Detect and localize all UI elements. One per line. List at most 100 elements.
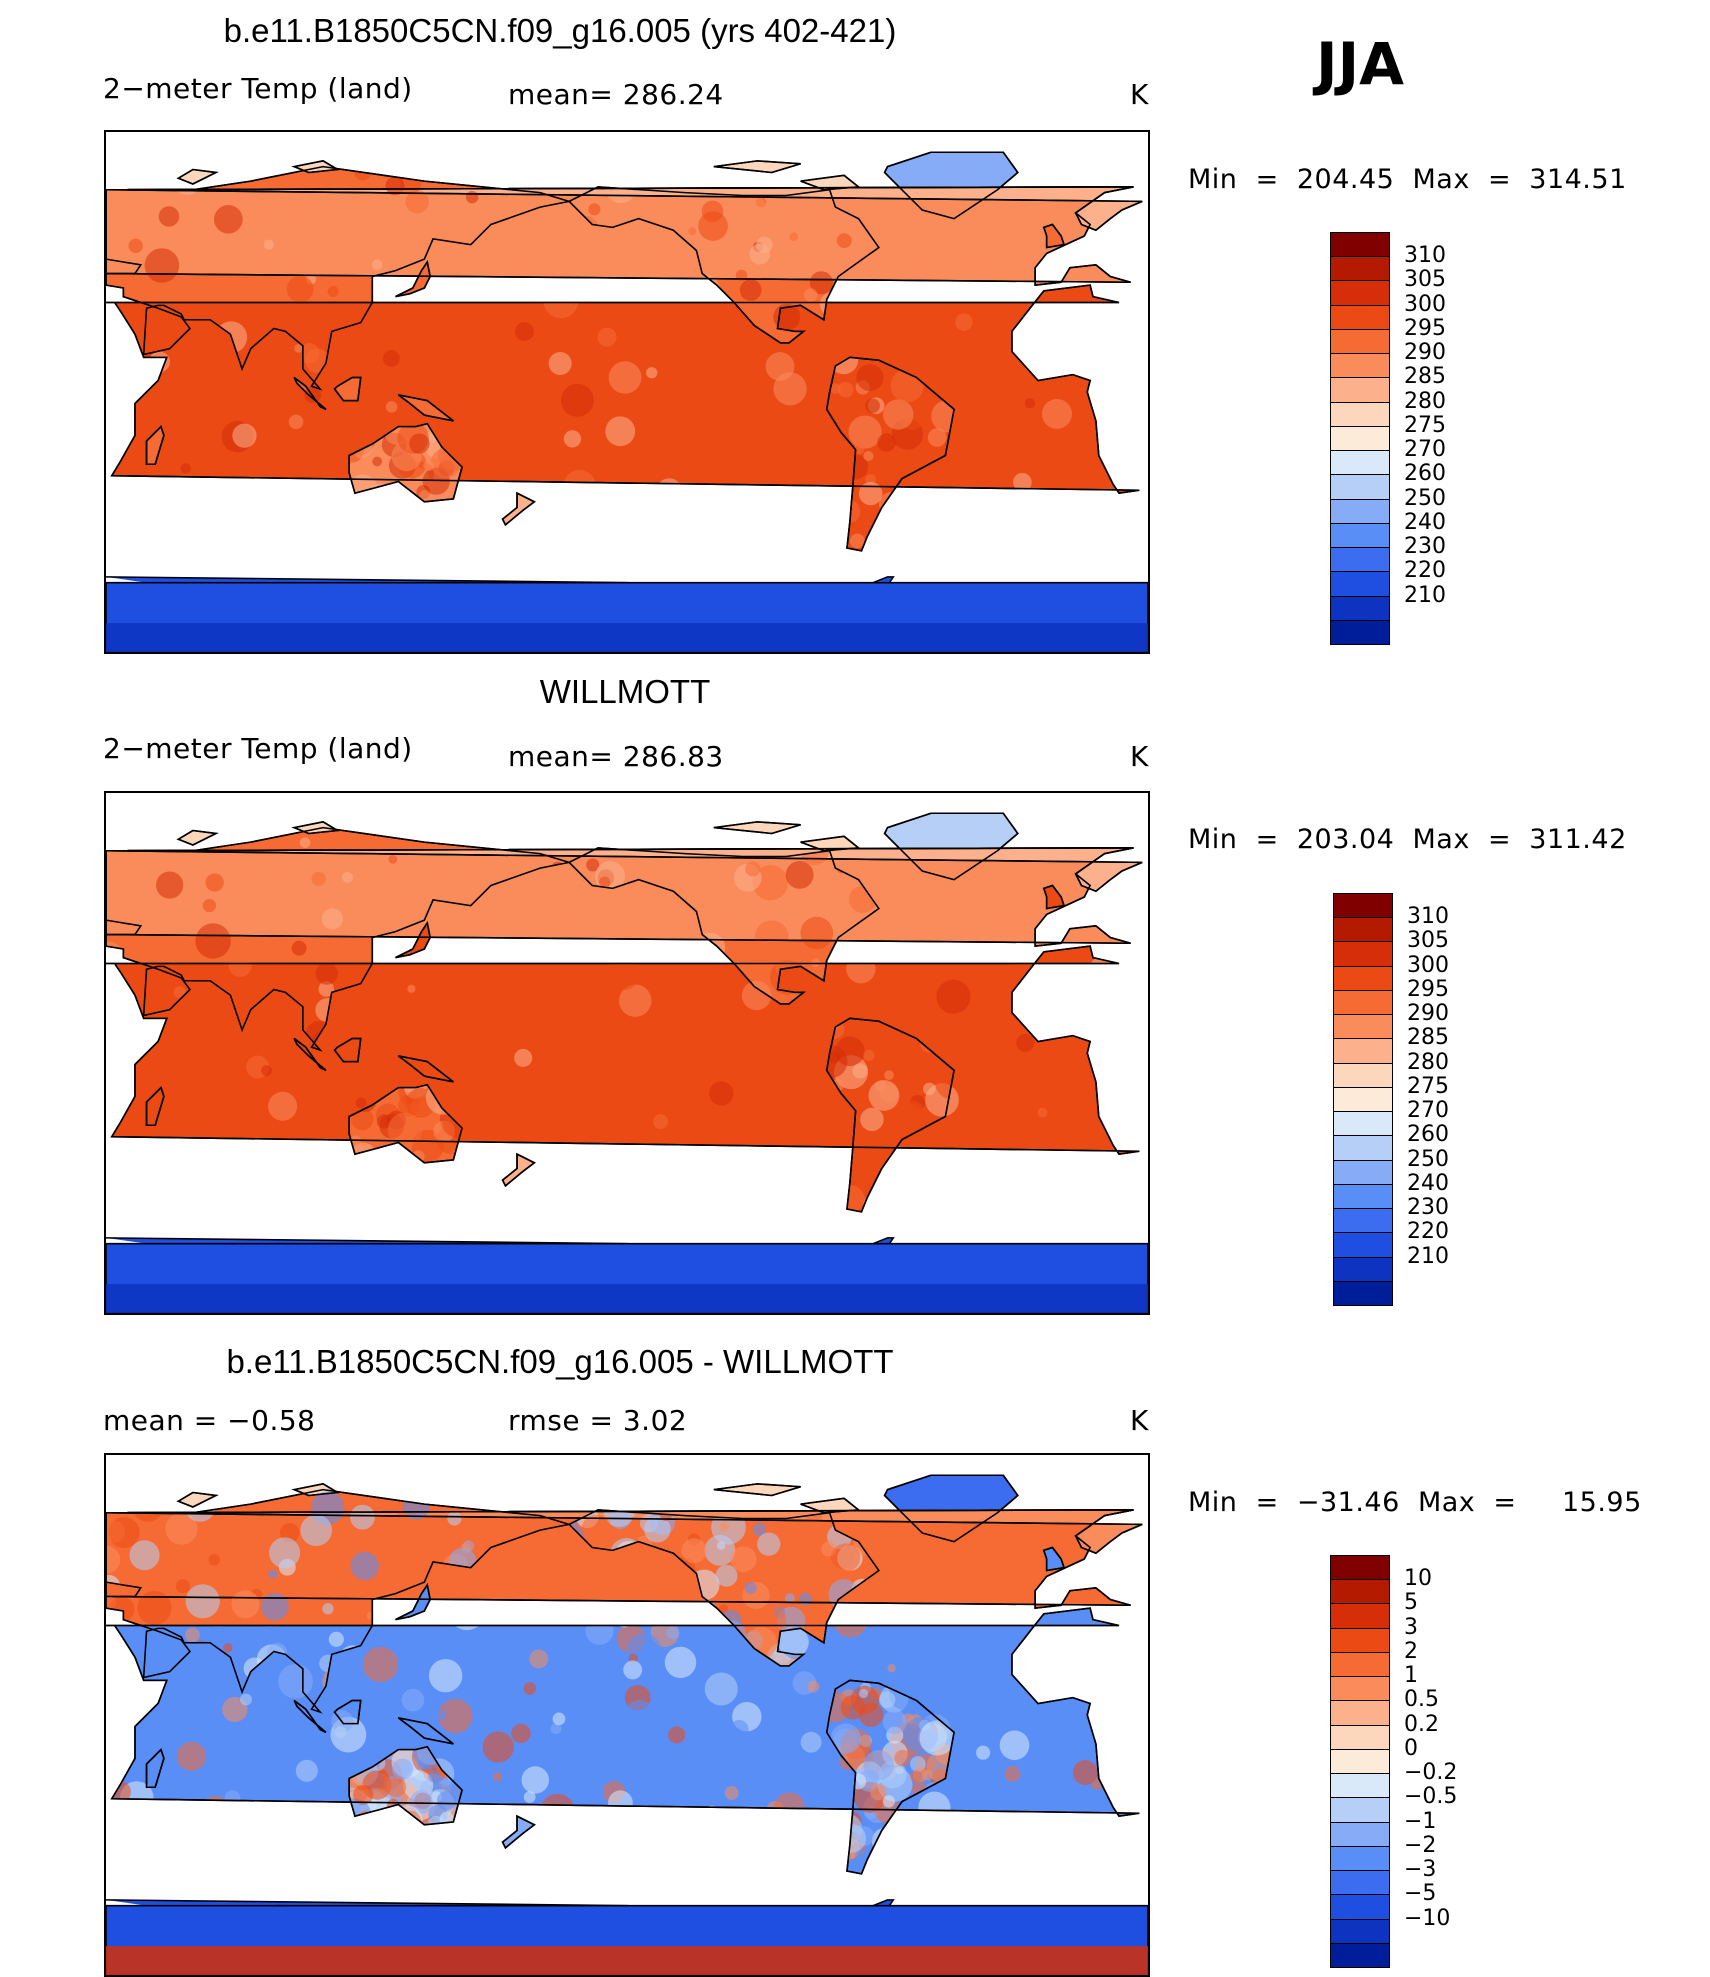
field-blotch [231,1590,260,1619]
field-blotch [334,1726,347,1739]
field-blotch [878,1691,896,1708]
field-blotch [877,433,896,452]
field-blotch [267,1569,278,1579]
colorbar-swatch [1333,1232,1393,1258]
colorbar-swatch [1330,1603,1390,1629]
coastline [348,422,463,503]
colorbar-level-label: 285 [1404,364,1446,390]
coastline [106,284,1140,494]
coastline [567,186,880,344]
field-blotch [999,1730,1030,1761]
colorbar-level-label: 275 [1407,1073,1449,1099]
field-blotch [407,984,416,993]
colorbar-level-label: 300 [1407,952,1449,978]
field-blotch [353,234,366,247]
coastline [713,821,801,835]
colorbar-swatch [1333,917,1393,943]
field-blotch [550,1723,562,1735]
field-blotch [597,327,617,347]
field-blotch [374,1814,393,1825]
field-blotch [397,1811,410,1824]
field-blotch [785,860,814,889]
field-blotch [355,1097,367,1109]
field-blotch [865,474,876,485]
field-blotch [185,1086,215,1115]
field-blotch [106,1641,127,1676]
coastline [145,1086,165,1127]
colorbar-swatch [1330,522,1390,549]
field-blotch [510,1489,526,1505]
field-blotch [646,367,658,379]
field-blotch [268,1091,298,1121]
field-blotch [106,187,132,215]
field-blotch [239,1693,252,1706]
field-blotch [803,288,818,302]
coastline [883,812,1019,881]
panel-2-variable-label: 2−meter Temp (land) [103,732,413,765]
field-blotch [859,1688,869,1699]
colorbar-level-label: −0.5 [1404,1784,1458,1810]
colorbar-swatch [1333,1086,1393,1113]
field-blotch [436,1791,457,1811]
colorbar-swatch [1333,941,1393,967]
colorbar-level-label: 250 [1407,1146,1449,1172]
field-blotch [887,1663,896,1673]
colorbar-swatch [1333,893,1393,919]
field-blotch [826,1154,850,1181]
panel-3-mean-label: mean = −0.58 [103,1404,316,1437]
field-blotch [846,953,876,984]
field-blotch [889,1036,912,1058]
field-blotch [522,1489,549,1514]
field-blotch [365,488,384,502]
colorbar-swatch [1333,1183,1393,1210]
field-blotch [386,1777,407,1797]
field-blotch [438,1698,473,1734]
field-blotch [920,1828,949,1857]
field-blotch [835,282,854,301]
antarctica-interior [106,1946,1148,1975]
field-blotch [385,401,398,413]
panel-2-minmax: Min = 203.04 Max = 311.42 [1188,824,1627,855]
field-blotch [789,232,799,242]
field-blotch [863,1750,894,1781]
field-blotch [192,240,220,268]
field-blotch [837,381,854,398]
field-blotch [608,1790,633,1816]
field-blotch [784,1593,795,1604]
panel-1-title: b.e11.B1850C5CN.f09_g16.005 (yrs 402-421… [223,12,897,49]
field-blotch [1013,472,1032,492]
colorbar-swatch [1330,474,1390,500]
field-blotch [869,1149,890,1169]
field-blotch [342,871,353,883]
field-blotch [709,1081,734,1106]
field-blotch [852,1063,868,1079]
colorbar-level-label: 230 [1404,534,1446,560]
field-blotch [1060,1664,1080,1684]
field-blotch [884,1070,894,1080]
field-blotch [644,1515,671,1543]
field-blotch [362,1646,399,1683]
field-blotch [185,1584,220,1619]
field-blotch [809,271,833,295]
field-blotch [428,1769,441,1783]
field-blotch [552,1712,566,1726]
panel-1-minmax: Min = 204.45 Max = 314.51 [1188,164,1627,195]
coastline [176,1491,219,1508]
field-blotch [291,940,307,956]
field-blotch [826,491,851,528]
field-blotch [836,233,852,249]
colorbar-swatch [1330,595,1390,621]
field-blotch [106,1720,126,1745]
coastline [713,160,801,174]
field-blotch [730,1720,749,1739]
coastline [291,1483,340,1497]
colorbar-level-label: −2 [1404,1832,1437,1858]
panel-2-units-label: K [1130,740,1149,773]
field-blotch [1024,398,1036,409]
field-blotch [856,364,884,392]
colorbar-swatch [1330,1700,1390,1726]
field-blotch [765,1809,778,1817]
field-blotch [883,1852,915,1874]
field-blotch [299,837,311,848]
field-blotch [692,1599,717,1624]
